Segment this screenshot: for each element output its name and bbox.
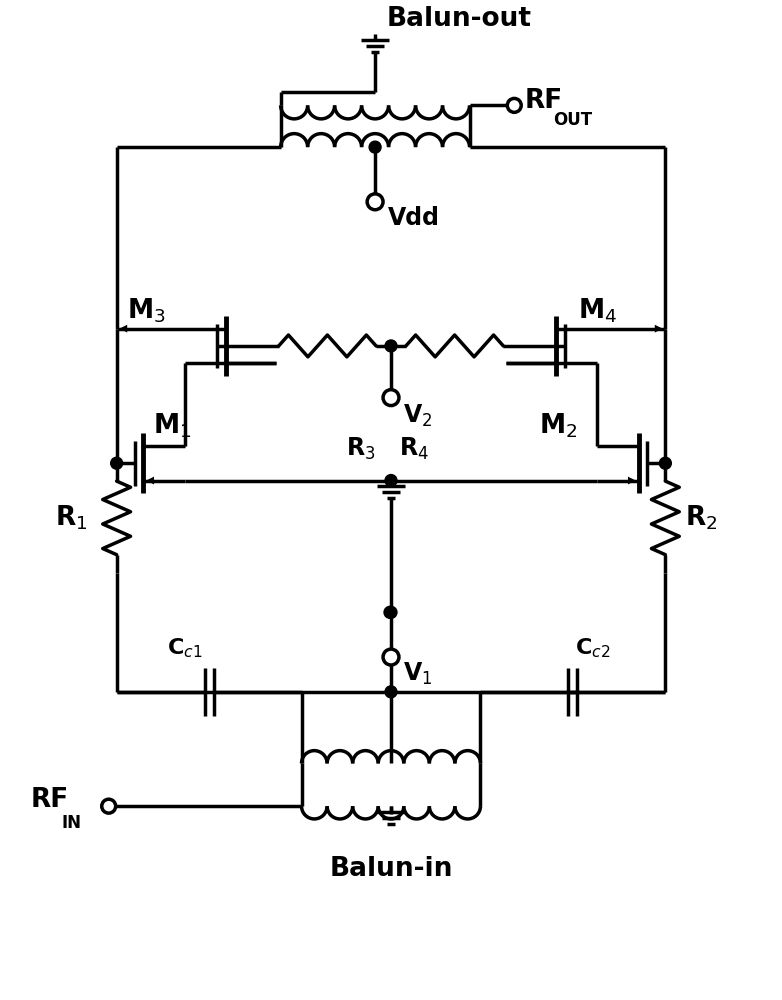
Text: Balun-in: Balun-in xyxy=(329,856,453,882)
Text: R$_4$: R$_4$ xyxy=(399,435,429,462)
Circle shape xyxy=(508,98,522,112)
Circle shape xyxy=(659,457,671,469)
Text: IN: IN xyxy=(62,814,82,832)
Circle shape xyxy=(383,649,399,665)
Text: R$_2$: R$_2$ xyxy=(685,504,718,532)
Text: RF: RF xyxy=(30,787,68,813)
Text: V$_1$: V$_1$ xyxy=(403,661,432,687)
Text: RF: RF xyxy=(524,88,562,114)
Circle shape xyxy=(102,799,116,813)
Text: C$_{c2}$: C$_{c2}$ xyxy=(575,636,610,660)
Text: R$_3$: R$_3$ xyxy=(346,435,376,462)
Circle shape xyxy=(385,606,397,618)
Text: OUT: OUT xyxy=(553,111,592,129)
Circle shape xyxy=(384,606,396,618)
Text: M$_3$: M$_3$ xyxy=(127,297,165,325)
Text: V$_2$: V$_2$ xyxy=(403,403,432,429)
Text: M$_1$: M$_1$ xyxy=(153,411,192,440)
Circle shape xyxy=(385,475,397,486)
Circle shape xyxy=(383,390,399,406)
Circle shape xyxy=(385,340,397,352)
Text: Vdd: Vdd xyxy=(388,206,440,230)
Circle shape xyxy=(111,457,123,469)
Text: M$_2$: M$_2$ xyxy=(539,411,578,440)
Text: R$_1$: R$_1$ xyxy=(55,504,88,532)
Circle shape xyxy=(369,141,381,153)
Text: C$_{c1}$: C$_{c1}$ xyxy=(167,636,203,660)
Text: M$_4$: M$_4$ xyxy=(578,297,617,325)
Circle shape xyxy=(385,686,397,698)
Circle shape xyxy=(367,194,383,210)
Text: Balun-out: Balun-out xyxy=(387,6,532,32)
